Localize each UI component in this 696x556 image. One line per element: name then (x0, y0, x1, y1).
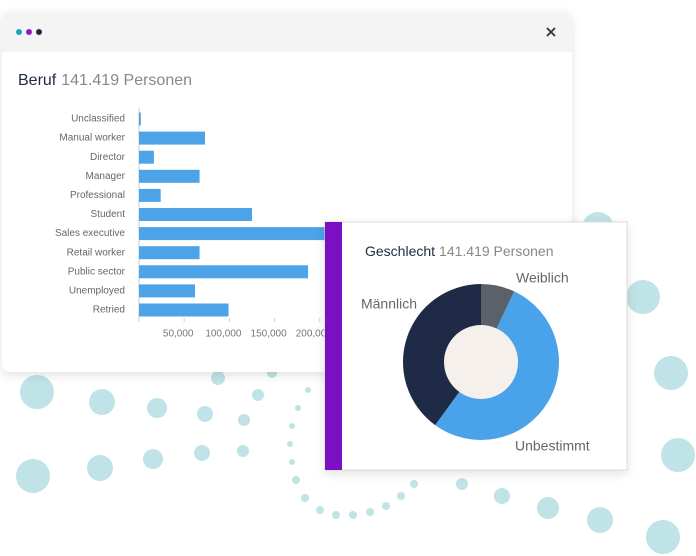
y-tick-label: Director (90, 152, 126, 163)
x-tick-label: 200,000 (296, 329, 333, 340)
y-tick-label: Unclassified (71, 114, 125, 125)
window-dot (26, 29, 32, 35)
donut-chart: Weiblich Unbestimmt Männlich (361, 270, 590, 454)
chart-title: Geschlecht 141.419 Personen (365, 243, 553, 259)
bar (139, 150, 154, 164)
bar (139, 303, 229, 317)
bar (139, 246, 200, 260)
panel-accent (325, 222, 342, 470)
title: Geschlecht (365, 243, 435, 259)
x-tick-label: 100,000 (205, 329, 242, 340)
window-header (2, 12, 572, 52)
bar (139, 284, 196, 298)
bar (139, 112, 141, 126)
donut-segment (403, 284, 481, 426)
y-tick-label: Sales executive (55, 228, 125, 239)
bar (139, 227, 356, 241)
y-tick-label: Professional (70, 190, 125, 201)
segment-label: Weiblich (516, 270, 569, 286)
donut-hole (444, 325, 518, 399)
y-tick-label: Unemployed (69, 286, 125, 297)
segment-label: Unbestimmt (515, 438, 590, 454)
x-tick-label: 50,000 (163, 329, 194, 340)
y-tick-label: Retail worker (67, 247, 126, 258)
window-dot (16, 29, 22, 35)
bar (139, 188, 161, 202)
title: Beruf (18, 72, 57, 89)
subtitle: 141.419 Personen (439, 243, 553, 259)
chart-title: Beruf 141.419 Personen (18, 72, 192, 89)
subtitle: 141.419 Personen (61, 72, 192, 89)
segment-label: Männlich (361, 296, 417, 312)
bar-chart: 50,000 100,000 150,000 200,000 Unclassified M… (55, 108, 356, 340)
window-dot (36, 29, 42, 35)
close-button[interactable] (546, 27, 556, 37)
window-gender: Geschlecht 141.419 Personen Weiblich Unbes… (324, 221, 628, 471)
y-tick-label: Manual worker (59, 133, 125, 144)
x-tick-label: 150,000 (251, 329, 288, 340)
bar (139, 208, 252, 221)
bar (139, 131, 205, 145)
y-tick-label: Public sector (68, 266, 126, 277)
y-tick-label: Student (91, 209, 126, 220)
bar (139, 169, 200, 183)
bar (139, 265, 309, 279)
y-tick-label: Retried (93, 305, 125, 316)
y-tick-label: Manager (86, 171, 126, 182)
